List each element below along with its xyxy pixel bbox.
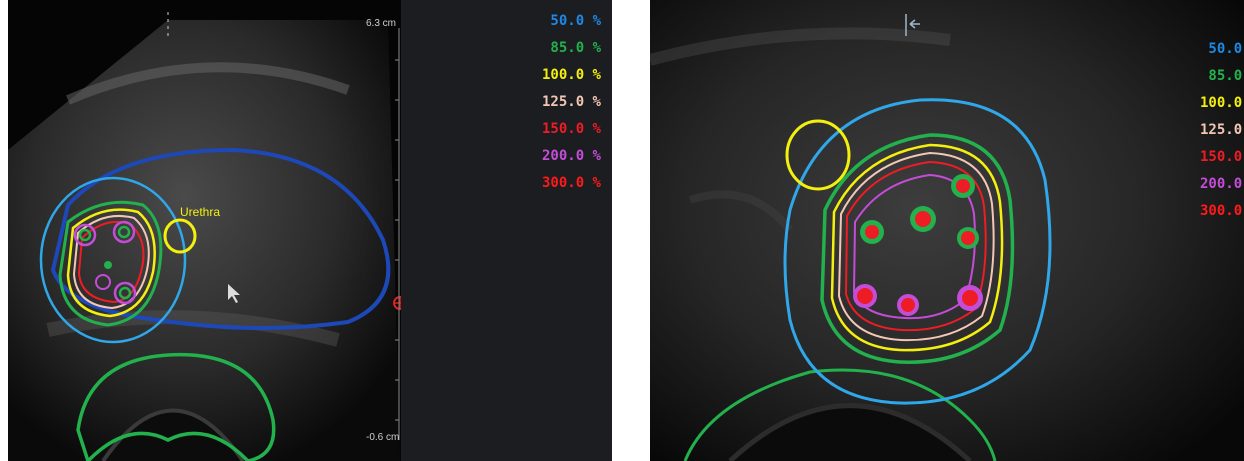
scale-bottom-label: -0.6 cm — [366, 432, 400, 443]
legend-item: 125.0 % — [1199, 122, 1244, 138]
legend-item: 100.0 % — [541, 67, 601, 83]
isodose-100 — [66, 208, 156, 318]
rectum-contour — [76, 352, 276, 461]
legend-item: 85.0 % — [1208, 68, 1244, 84]
mouse-pointer-icon — [228, 284, 240, 303]
urethra-contour — [785, 119, 851, 191]
prostate-contour — [50, 147, 391, 330]
ultrasound-panel-left: Urethra 6.3 cm -0.6 cm 50.0 % 85.0 % 100… — [8, 0, 612, 461]
urethra-contour — [163, 218, 197, 254]
isodose-legend-left: 50.0 % 85.0 % 100.0 % 125.0 % 150.0 % 20… — [505, 8, 601, 197]
ultrasound-image-right — [650, 0, 1244, 461]
legend-item: 85.0 % — [550, 40, 601, 56]
legend-item: 50.0 % — [1208, 41, 1244, 57]
ultrasound-image-left: Urethra — [8, 12, 407, 461]
source-positions — [73, 220, 137, 305]
legend-item: 300.0 % — [1199, 203, 1244, 219]
legend-item: 200.0 % — [1199, 176, 1244, 192]
isodose-125 — [72, 214, 150, 310]
legend-strip — [401, 0, 612, 461]
legend-item: 150.0 % — [541, 121, 601, 137]
legend-item: 125.0 % — [541, 94, 601, 110]
legend-item: 100.0 % — [1199, 95, 1244, 111]
legend-item: 150.0 % — [1199, 149, 1244, 165]
legend-item: 300.0 % — [541, 175, 601, 191]
probe-shadow — [728, 403, 972, 461]
isodose-150 — [844, 160, 987, 332]
isodose-50 — [783, 98, 1052, 405]
isodose-85 — [58, 200, 163, 327]
isodose-85 — [820, 133, 1015, 364]
ultrasound-fan — [8, 20, 400, 461]
isodose-50 — [39, 176, 187, 344]
legend-item: 50.0 % — [550, 13, 601, 29]
legend-item: 200.0 % — [541, 148, 601, 164]
isodose-200 — [852, 173, 976, 320]
scale-top-label: 6.3 cm — [366, 18, 397, 29]
isodose-150 — [77, 220, 145, 304]
urethra-label: Urethra — [180, 205, 220, 219]
ultrasound-panel-right: 50.0 % 85.0 % 100.0 % 125.0 % 150.0 % 20… — [650, 0, 1244, 461]
isodose-100 — [830, 143, 1004, 352]
depth-ruler — [395, 28, 400, 440]
rectum-contour — [683, 368, 997, 461]
isodose-legend-right: 50.0 % 85.0 % 100.0 % 125.0 % 150.0 % 20… — [1169, 36, 1244, 225]
source-positions — [853, 174, 983, 316]
isodose-125 — [837, 151, 995, 342]
